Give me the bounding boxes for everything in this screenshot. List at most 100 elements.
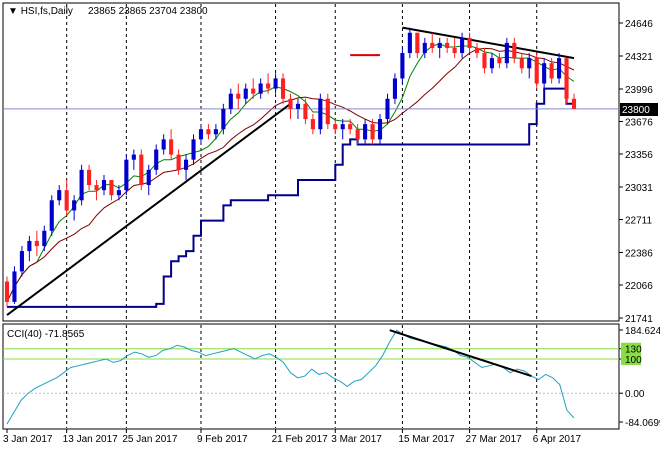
candle-body — [228, 93, 233, 109]
candle-body — [12, 271, 17, 302]
cci-level-tag — [621, 342, 641, 355]
cci-line — [6, 329, 575, 425]
candle-body — [109, 179, 114, 196]
candle-body — [273, 78, 278, 89]
candle-body — [549, 63, 554, 79]
candle-body — [94, 185, 99, 191]
uptrend-line — [6, 103, 292, 316]
candle-body — [512, 42, 517, 59]
cci-tick-label: 100 — [625, 355, 642, 366]
candle-body — [161, 139, 166, 150]
candle-body — [146, 169, 151, 186]
candle-body — [460, 37, 465, 54]
cci-tick-label: 130 — [625, 345, 642, 356]
candle-body — [467, 37, 472, 48]
candle-body — [154, 149, 159, 170]
price-panel-frame — [2, 2, 620, 322]
candle-body — [57, 190, 62, 201]
candle-body — [303, 103, 308, 120]
candle-body — [415, 32, 420, 54]
candle-body — [236, 93, 241, 99]
candle-body — [318, 98, 323, 130]
date-tick-label: 15 Mar 2017 — [398, 434, 455, 445]
date-tick-label: 25 Jan 2017 — [122, 434, 177, 445]
candle-body — [131, 154, 136, 160]
cci-panel-frame — [2, 323, 620, 430]
current-price-tag: 23800 — [620, 103, 658, 116]
candle-body — [534, 58, 539, 84]
price-tick-label: 24646 — [625, 19, 653, 30]
cci-trendline — [389, 329, 532, 378]
candle-body — [4, 281, 10, 302]
candle-body — [527, 58, 532, 69]
candle-body — [497, 58, 502, 64]
date-tick-label: 3 Mar 2017 — [331, 434, 382, 445]
vertical-gridlines — [66, 4, 538, 428]
cci-level-tag — [621, 352, 641, 365]
ma-slow-line — [6, 47, 575, 303]
candle-body — [445, 42, 450, 48]
candle-body — [407, 32, 412, 54]
date-tick-label: 27 Mar 2017 — [466, 434, 523, 445]
candle-body — [288, 98, 293, 109]
candle-body — [251, 88, 256, 94]
date-tick-label: 21 Feb 2017 — [272, 434, 329, 445]
channel-step-line — [7, 87, 575, 308]
candle-body — [266, 83, 271, 89]
price-tick-label: 23676 — [625, 118, 653, 129]
price-tick-label: 23031 — [625, 183, 653, 194]
candle-body — [430, 42, 435, 48]
candle-body — [557, 58, 562, 79]
price-y-axis: 24646 24321 23996 23676 23356 23031 22711 22386… — [619, 19, 653, 325]
candle-body — [19, 251, 24, 272]
candle-body — [191, 139, 196, 160]
candle-body — [116, 190, 121, 196]
cci-tick-label: 184.6249 — [625, 326, 660, 337]
candle-body — [564, 58, 569, 99]
candle-body — [504, 42, 509, 64]
candle-body — [213, 129, 218, 135]
date-x-axis: 3 Jan 2017 13 Jan 2017 25 Jan 2017 9 Feb 20… — [3, 429, 582, 445]
price-tick-label: 22386 — [625, 249, 653, 260]
candle-body — [101, 179, 107, 191]
candle-body — [422, 42, 427, 54]
candle-body — [124, 159, 129, 191]
date-tick-label: 13 Jan 2017 — [63, 434, 118, 445]
candle-body — [542, 63, 547, 84]
candle-body — [176, 154, 181, 170]
chart-symbol-label: ▼ HSI,fs,Daily — [8, 6, 73, 17]
candle-body — [79, 169, 84, 201]
cci-indicator-label: CCI(40) -71.8565 — [7, 329, 85, 340]
price-tick-label: 23356 — [625, 150, 653, 161]
candle-body — [437, 42, 442, 48]
candle-body — [258, 83, 263, 94]
indicator-overlays — [3, 26, 619, 316]
candle-body — [64, 190, 69, 211]
cci-tick-label: -84.0699 — [625, 418, 660, 429]
candle-body — [348, 124, 353, 130]
candle-body — [571, 98, 577, 109]
price-tick-label: 21741 — [625, 314, 653, 325]
candle-body — [169, 139, 174, 155]
candle-body — [400, 53, 405, 79]
candle-body — [340, 124, 345, 130]
date-tick-label: 9 Feb 2017 — [197, 434, 248, 445]
date-tick-label: 3 Jan 2017 — [3, 434, 53, 445]
candle-body — [489, 58, 494, 69]
candle-body — [310, 119, 315, 130]
candle-body — [87, 169, 92, 186]
candle-body — [72, 200, 77, 211]
candle-body — [139, 154, 144, 186]
candle-body — [325, 98, 330, 125]
candle-body — [474, 47, 480, 54]
svg-text:23800: 23800 — [622, 105, 650, 116]
date-tick-label: 6 Apr 2017 — [533, 434, 582, 445]
candle-body — [42, 230, 47, 247]
ohlc-readout: 23865 23865 23704 23800 — [88, 6, 208, 17]
candle-body — [385, 98, 390, 120]
price-tick-label: 22066 — [625, 281, 653, 292]
candle-body — [452, 47, 457, 54]
candle-body — [27, 240, 32, 252]
